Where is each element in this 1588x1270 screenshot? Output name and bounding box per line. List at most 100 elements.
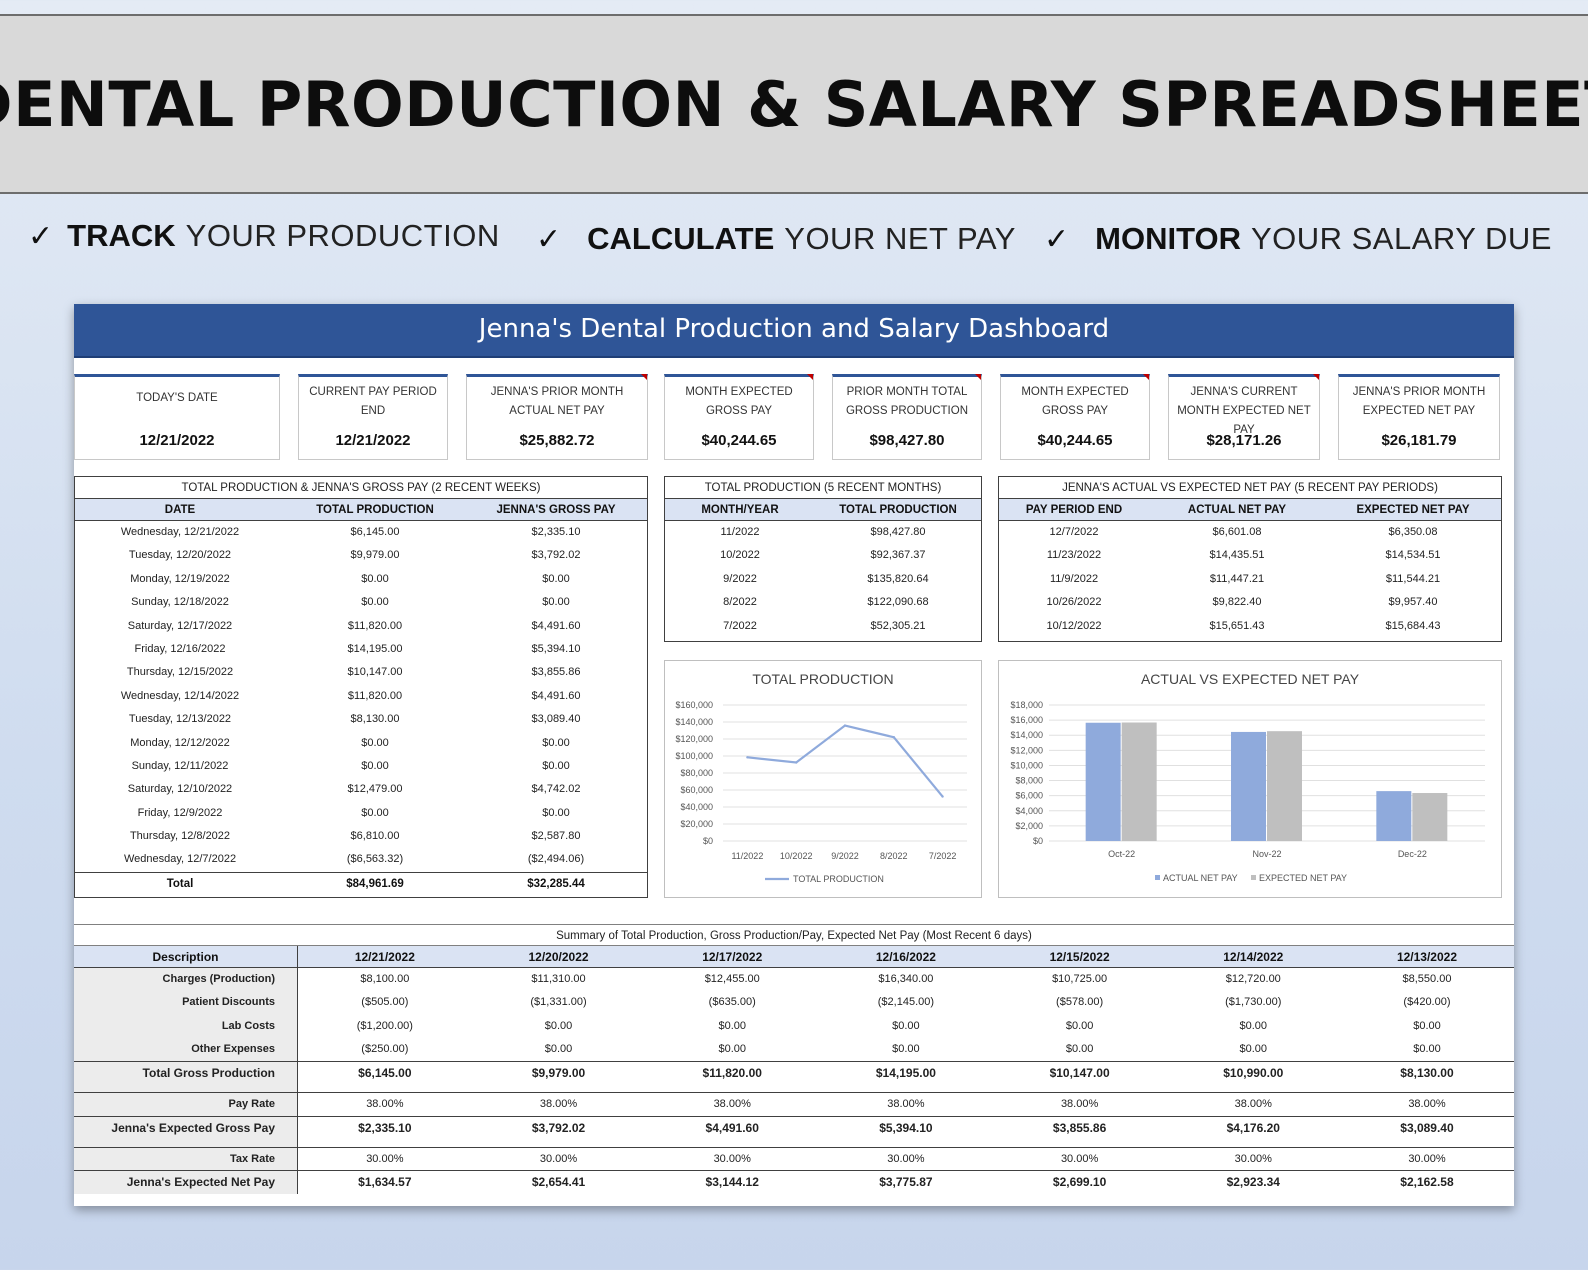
table-cell: $4,742.02 [531, 783, 581, 796]
summary-cell: $3,855.86 [1052, 1120, 1107, 1135]
summary-cell: $0.00 [1065, 1042, 1094, 1055]
summary-row: Tax Rate 30.00% 30.00% 30.00% 30.00% 30.00% 30… [74, 1147, 1514, 1171]
legend-label: EXPECTED NET PAY [1259, 873, 1347, 883]
column-header: 12/16/2022 [875, 950, 936, 964]
table-body: Wednesday, 12/21/2022 $6,145.00 $2,335.10 T… [75, 521, 647, 872]
summary-cell: $8,130.00 [1400, 1066, 1454, 1081]
legend-swatch [1251, 875, 1256, 880]
data-point[interactable] [746, 756, 749, 759]
table-cell: Monday, 12/12/2022 [130, 736, 230, 749]
summary-cell: $8,100.00 [360, 973, 410, 985]
summary-cell: ($2,145.00) [877, 996, 935, 1009]
table-row: Wednesday, 12/14/2022 $11,820.00 $4,491.60 [75, 685, 647, 708]
table-cell: Monday, 12/19/2022 [130, 572, 230, 585]
table-cell: Sunday, 12/11/2022 [131, 759, 229, 772]
summary-cell: ($1,331.00) [530, 996, 587, 1009]
table-cell: 11/23/2022 [1046, 549, 1102, 562]
table-cell: Sunday, 12/18/2022 [131, 596, 229, 609]
kpi-prior-month-actual-net[interactable]: JENNA'S PRIOR MONTH ACTUAL NET PAY $25,8… [466, 374, 648, 460]
kpi-prior-month-expected-net[interactable]: JENNA'S PRIOR MONTH EXPECTED NET PAY $26… [1338, 374, 1500, 460]
table-cell: $135,820.64 [867, 572, 929, 585]
summary-cell: $3,089.40 [1400, 1120, 1454, 1135]
column-header: EXPECTED NET PAY [1356, 504, 1470, 516]
kpi-value: 12/21/2022 [335, 432, 411, 449]
total-label: Total [166, 877, 194, 890]
total-production-chart[interactable]: TOTAL PRODUCTION $0 $20,000 $40,000 $60,000… [664, 660, 982, 898]
x-tick-label: 7/2022 [929, 851, 957, 861]
column-header: 12/20/2022 [528, 950, 589, 964]
summary-cell: 38.00% [366, 1098, 404, 1111]
table-cell: $11,447.21 [1209, 572, 1265, 585]
table-cell: $9,979.00 [350, 549, 400, 562]
table-cell: $3,792.02 [531, 549, 581, 562]
table-cell: 7/2022 [723, 619, 757, 632]
data-point[interactable] [941, 795, 944, 798]
series-line[interactable] [747, 724, 944, 798]
row-description: Other Expenses [74, 1037, 298, 1062]
banner-title: DENTAL PRODUCTION & SALARY SPREADSHEET [0, 67, 1588, 141]
comment-flag-icon [975, 374, 981, 380]
summary-cell: 30.00% [366, 1153, 404, 1166]
banner: DENTAL PRODUCTION & SALARY SPREADSHEET [0, 14, 1588, 194]
weekly-production-table: TOTAL PRODUCTION & JENNA'S GROSS PAY (2 … [74, 476, 648, 898]
summary-cell: 30.00% [1408, 1153, 1446, 1166]
data-point[interactable] [843, 724, 847, 727]
table-cell: $0.00 [542, 596, 570, 609]
data-point[interactable] [892, 736, 895, 739]
summary-row: Jenna's Expected Net Pay $1,634.57 $2,654.… [74, 1170, 1514, 1194]
table-cell: $12,479.00 [347, 783, 403, 796]
kpi-label: CURRENT PAY PERIOD END [309, 386, 437, 417]
summary-cell: 38.00% [539, 1098, 578, 1111]
comment-flag-icon [1143, 374, 1149, 380]
x-tick-label: Oct-22 [1108, 849, 1135, 859]
table-row: Monday, 12/19/2022 $0.00 $0.00 [75, 568, 647, 591]
kpi-month-expected-gross[interactable]: MONTH EXPECTED GROSS PAY $40,244.65 [664, 374, 814, 460]
summary-cell: 30.00% [539, 1153, 578, 1166]
summary-cell: ($578.00) [1056, 996, 1104, 1009]
table-cell: 9/2022 [723, 572, 757, 585]
y-tick-label: $4,000 [1015, 806, 1043, 816]
bar[interactable] [1376, 791, 1412, 841]
dashboard-title: Jenna's Dental Production and Salary Das… [74, 304, 1514, 358]
x-tick-label: 9/2022 [831, 851, 859, 861]
table-cell: $0.00 [361, 759, 389, 772]
summary-cell: $11,820.00 [702, 1066, 762, 1081]
summary-cell: $14,195.00 [875, 1066, 936, 1081]
bar[interactable] [1412, 793, 1448, 841]
table-row: Wednesday, 12/21/2022 $6,145.00 $2,335.10 [75, 521, 647, 544]
bar[interactable] [1085, 722, 1121, 841]
data-point[interactable] [795, 761, 798, 764]
summary-cell: $5,394.10 [879, 1120, 933, 1135]
table-header: MONTH/YEAR TOTAL PRODUCTION [665, 499, 981, 521]
summary-cell: 38.00% [1060, 1098, 1099, 1111]
kpi-prior-month-gross-production[interactable]: PRIOR MONTH TOTAL GROSS PRODUCTION $98,4… [832, 374, 982, 460]
net-pay-chart[interactable]: ACTUAL VS EXPECTED NET PAY $0 $2,000 $4,00… [998, 660, 1502, 898]
kpi-todays-date[interactable]: TODAY'S DATE 12/21/2022 [74, 374, 280, 460]
table-cell: $92,367.37 [870, 549, 926, 562]
bar[interactable] [1121, 722, 1157, 841]
feature-bold: MONITOR [1095, 221, 1241, 256]
table-cell: Thursday, 12/8/2022 [129, 830, 231, 843]
bar[interactable] [1267, 731, 1302, 841]
y-tick-label: $0 [703, 836, 713, 846]
summary-cell: $4,491.60 [705, 1120, 759, 1135]
kpi-current-month-expected-net[interactable]: JENNA'S CURRENT MONTH EXPECTED NET PAY $… [1168, 374, 1320, 460]
summary-cell: $16,340.00 [878, 973, 934, 985]
summary-cell: 30.00% [1060, 1153, 1099, 1166]
summary-cell: $2,699.10 [1052, 1175, 1107, 1190]
bar[interactable] [1231, 731, 1266, 841]
x-tick-label: Dec-22 [1398, 849, 1427, 859]
summary-cell: $0.00 [1413, 1042, 1441, 1055]
column-header: 12/13/2022 [1396, 950, 1457, 964]
kpi-label: JENNA'S PRIOR MONTH EXPECTED NET PAY [1352, 386, 1486, 417]
y-tick-label: $20,000 [680, 819, 713, 829]
chart-title: TOTAL PRODUCTION [752, 671, 894, 687]
y-tick-label: $140,000 [675, 717, 713, 727]
chart-title: ACTUAL VS EXPECTED NET PAY [1140, 671, 1360, 687]
table-cell: $4,491.60 [531, 689, 581, 702]
kpi-value: $26,181.79 [1381, 432, 1457, 449]
kpi-month-expected-gross-2[interactable]: MONTH EXPECTED GROSS PAY $40,244.65 [1000, 374, 1150, 460]
table-header: DATE TOTAL PRODUCTION JENNA'S GROSS PAY [75, 499, 647, 521]
table-cell: $0.00 [361, 806, 389, 819]
kpi-pay-period-end[interactable]: CURRENT PAY PERIOD END 12/21/2022 [298, 374, 448, 460]
